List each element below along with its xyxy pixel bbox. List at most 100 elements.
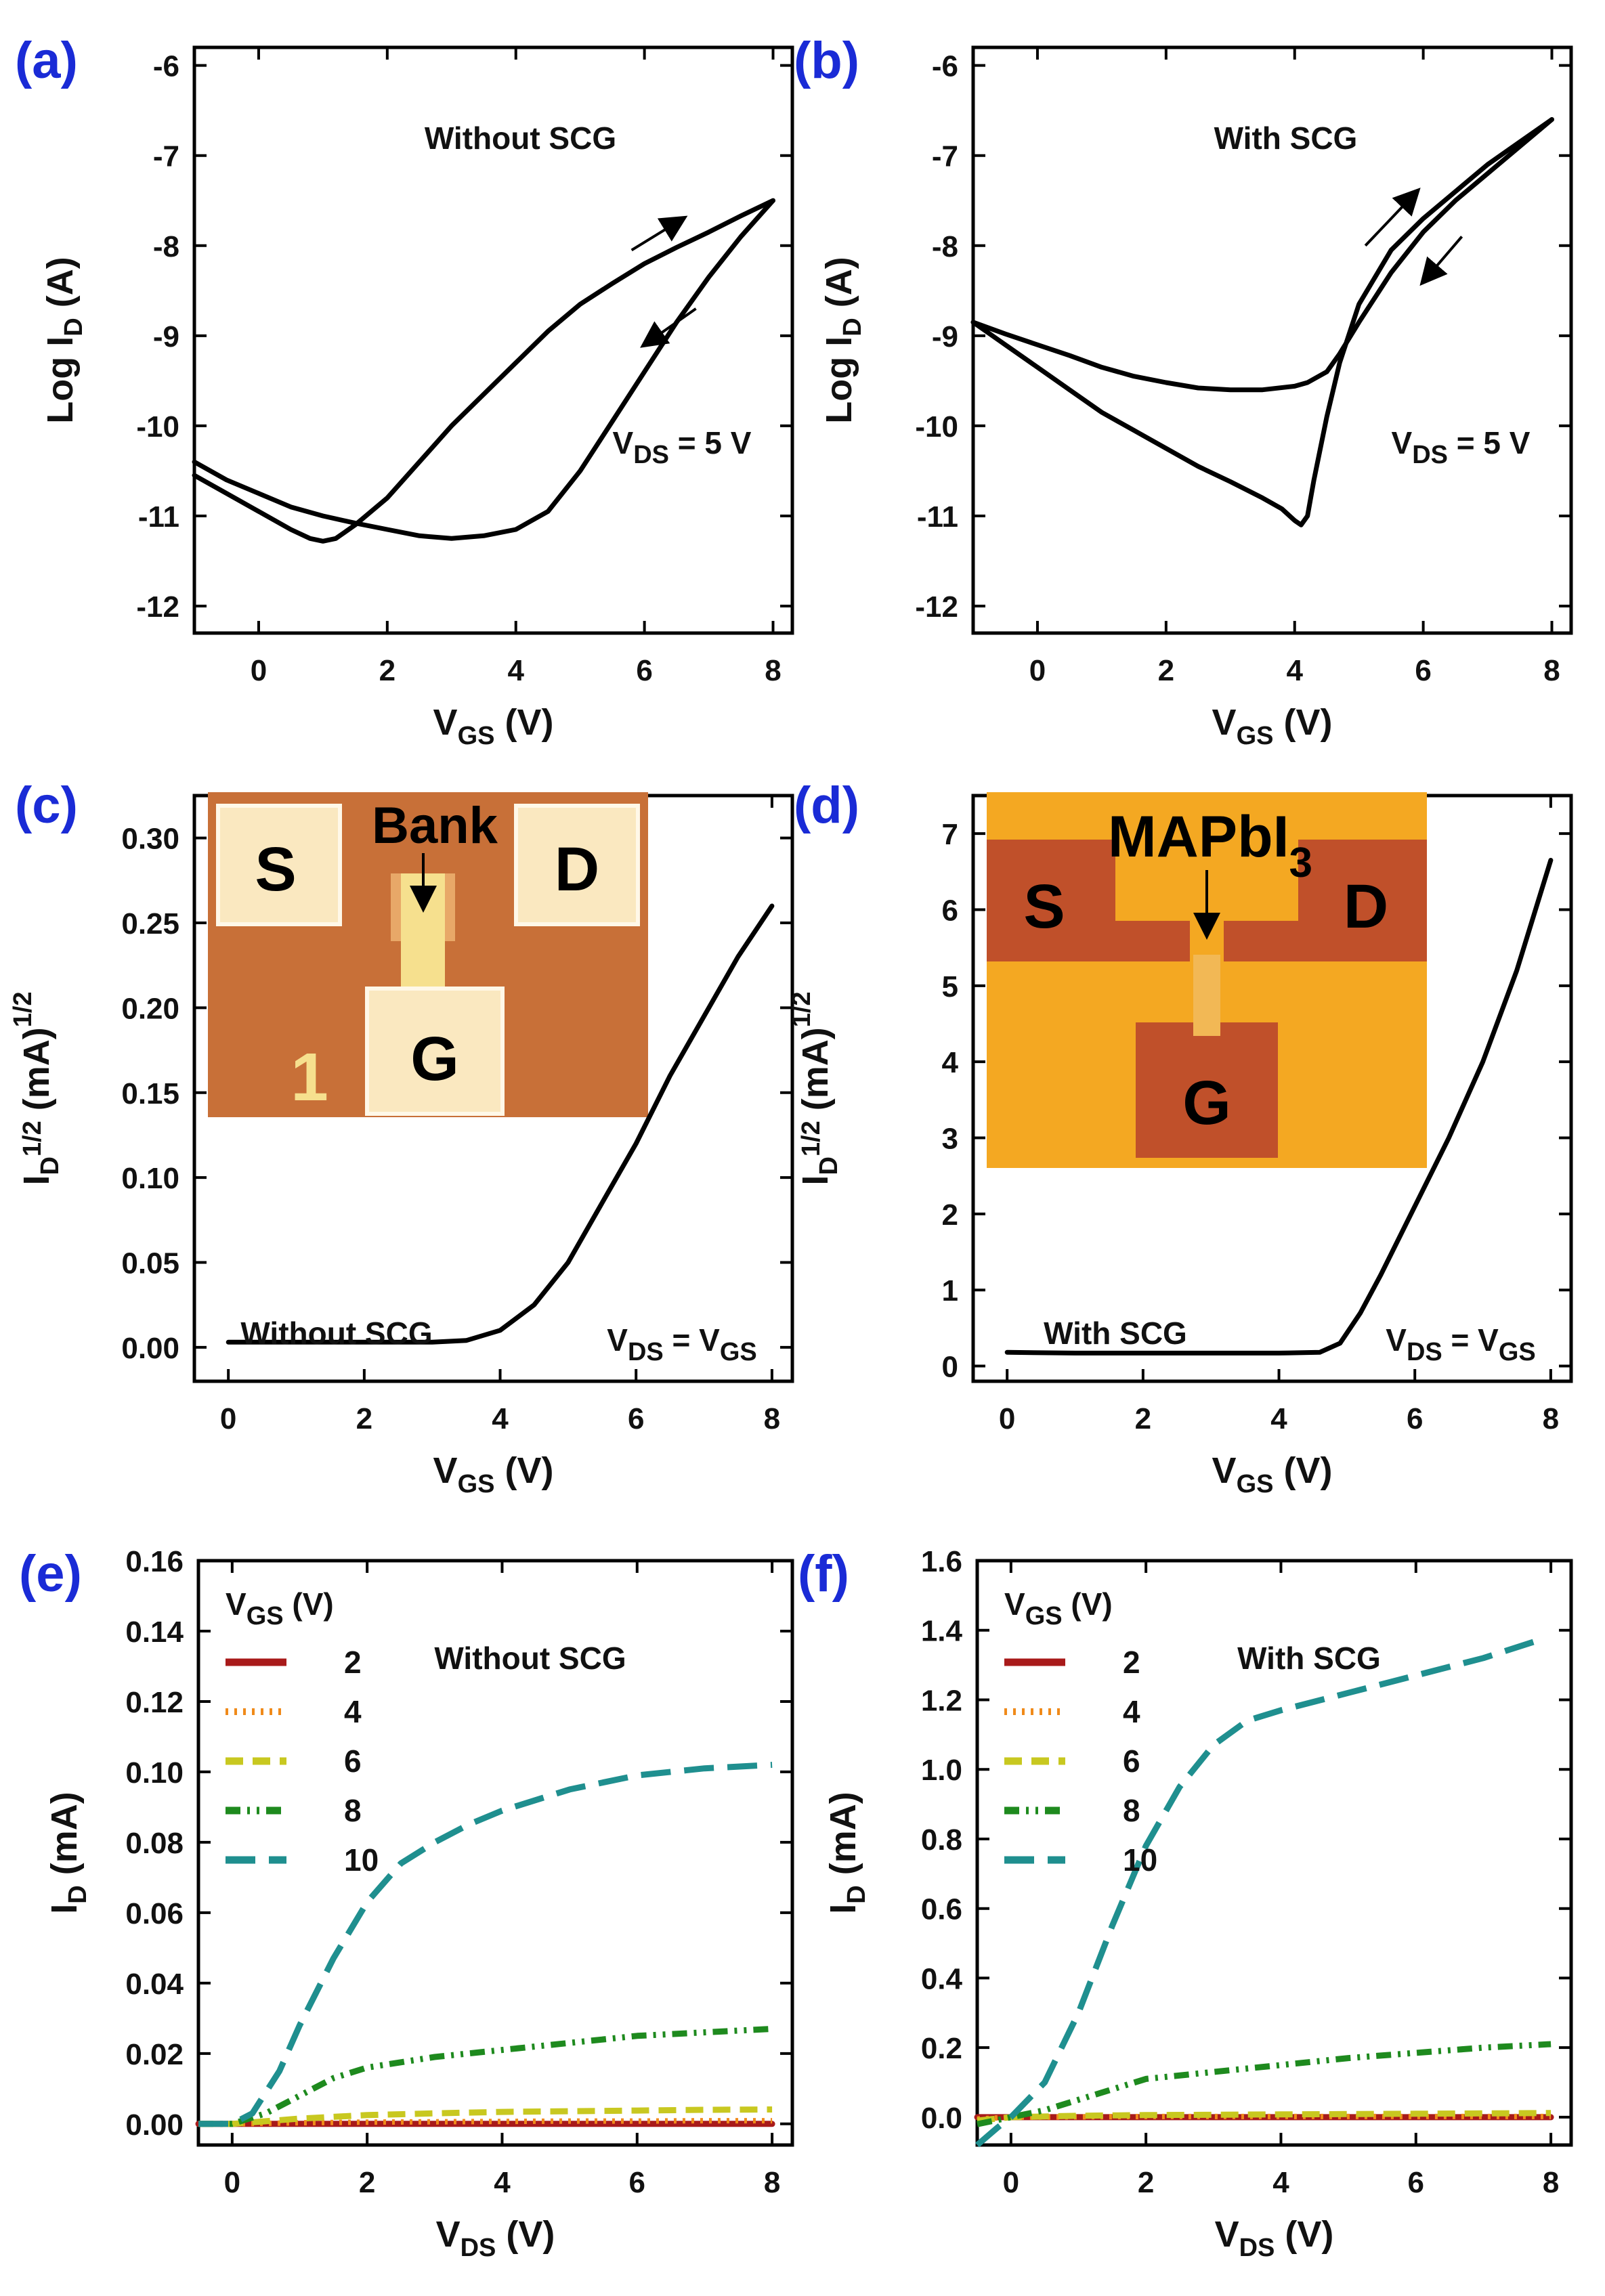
y-tick-label: 0 [942, 1351, 958, 1384]
inset-label-d: D [1344, 872, 1388, 941]
x-tick-label: 8 [765, 654, 781, 687]
y-tick-label: 1.2 [921, 1684, 962, 1717]
x-tick-label: 0 [1003, 2166, 1019, 2199]
x-tick-label: 4 [492, 1402, 509, 1435]
x-axis-label: VGS (V) [1212, 702, 1333, 750]
plot-frame [192, 45, 794, 635]
y-axis-label: ID (mA) [823, 1792, 871, 1913]
bias-condition: VDS = 5 V [1392, 425, 1531, 469]
x-tick-label: 0 [220, 1402, 236, 1435]
inset-label-g: G [410, 1024, 459, 1093]
y-tick-label: -12 [915, 590, 958, 624]
series-8 [977, 2041, 1551, 2127]
condition-annotation: With SCG [1044, 1316, 1187, 1351]
inset-label-mapbi3: MAPbI3 [1108, 804, 1312, 886]
y-tick-label: -10 [136, 410, 179, 443]
panel-a: 0 2 4 6 8 -12 -11 -10 -9 -8 -7 -6 VGS (V) Log ID (A) (… [15, 32, 794, 750]
inset-label-device-number: 1 [291, 1039, 328, 1115]
inset-label-bank: Bank [372, 797, 498, 854]
panel-label: (c) [15, 777, 78, 834]
panel-e: 0 2 4 6 8 0.00 0.02 0.04 0.06 0.08 0.10 0.12 0.14 0.1… [19, 1545, 794, 2262]
y-tick-label: 0.10 [121, 1162, 179, 1195]
x-axis-label: VGS (V) [433, 702, 554, 750]
x-axis-label: VGS (V) [1212, 1450, 1333, 1498]
y-tick-label: -7 [153, 140, 179, 173]
series-10 [198, 1762, 773, 2127]
y-tick-label: 0.06 [125, 1897, 184, 1930]
panel-f: 0 2 4 6 8 0.0 0.2 0.4 0.6 0.8 1.0 1.2 1.4 1.6 VDS (V) I… [798, 1545, 1573, 2262]
x-tick-label: 2 [1135, 1402, 1151, 1435]
y-tick-label: 1.6 [921, 1545, 962, 1578]
x-tick-label: 0 [251, 654, 267, 687]
y-tick-label: 0.05 [121, 1247, 179, 1280]
y-axis-label: ID1/2 (mA)1/2 [788, 991, 843, 1185]
x-tick-label: 2 [359, 2166, 375, 2199]
y-tick-label: 0.04 [125, 1968, 184, 2001]
panel-label: (b) [794, 32, 859, 89]
electrode-g [1136, 1022, 1278, 1158]
y-tick-label: -9 [932, 320, 958, 353]
x-tick-label: 0 [224, 2166, 240, 2199]
device-inset: S D G Bank 1 [208, 792, 648, 1117]
condition-annotation: Without SCG [240, 1316, 432, 1351]
x-tick-label: 2 [379, 654, 395, 687]
y-tick-label: -9 [153, 320, 179, 353]
y-axis-label: Log ID (A) [40, 257, 88, 423]
inset-label-d: D [555, 835, 599, 904]
bias-condition: VDS = 5 V [613, 425, 752, 469]
series-forward [970, 117, 1554, 527]
y-tick-label: 0.14 [125, 1616, 184, 1649]
y-tick-label: 5 [942, 970, 958, 1003]
y-tick-label: 0.6 [921, 1893, 962, 1926]
condition-annotation: With SCG [1214, 121, 1358, 156]
legend-label-6: 6 [344, 1743, 362, 1779]
legend-label-10: 10 [1123, 1842, 1157, 1878]
x-tick-label: 6 [628, 1402, 644, 1435]
panel-label: (f) [798, 1545, 849, 1603]
y-tick-label: 0.02 [125, 2038, 184, 2071]
y-tick-label: 0.12 [125, 1686, 184, 1719]
series-6 [198, 2106, 773, 2127]
y-tick-label: 6 [942, 894, 958, 928]
y-axis-label: ID1/2 (mA)1/2 [9, 991, 64, 1185]
plot-frame [196, 1559, 794, 2147]
legend-label-8: 8 [344, 1793, 362, 1828]
x-tick-label: 8 [764, 2166, 780, 2199]
legend-label-10: 10 [344, 1842, 379, 1878]
reverse-sweep-arrow [1419, 236, 1463, 286]
y-axis-label: ID (mA) [44, 1792, 92, 1913]
channel [1193, 955, 1220, 1036]
electrode-d [1224, 840, 1427, 961]
condition-annotation: With SCG [1237, 1641, 1381, 1676]
y-tick-label: 0.16 [125, 1545, 184, 1578]
y-tick-label: -12 [136, 590, 179, 624]
legend-label-4: 4 [344, 1694, 362, 1729]
forward-sweep-arrow [630, 215, 688, 252]
series-reverse [192, 198, 775, 541]
electrode-g [365, 987, 505, 1116]
y-tick-label: 1.4 [921, 1615, 963, 1648]
legend-label-6: 6 [1123, 1743, 1140, 1779]
legend-label-4: 4 [1123, 1694, 1140, 1729]
y-axis-label: Log ID (A) [819, 257, 867, 423]
plot-frame [975, 1559, 1573, 2147]
x-axis-label: VDS (V) [1215, 2214, 1334, 2262]
y-tick-label: -11 [138, 500, 179, 534]
inset-label-s: S [255, 835, 296, 904]
x-tick-label: 4 [1272, 2166, 1289, 2199]
y-tick-label: 0.20 [121, 992, 179, 1025]
y-tick-label: 0.08 [125, 1827, 184, 1860]
x-tick-label: 8 [1543, 654, 1560, 687]
y-tick-label: 7 [942, 818, 958, 851]
panel-c: 0 2 4 6 8 0.00 0.05 0.10 0.15 0.20 0.25 0.30 VGS (V)… [9, 777, 794, 1498]
bias-condition: VDS = VGS [607, 1322, 757, 1366]
x-tick-label: 0 [1029, 654, 1046, 687]
x-tick-label: 0 [999, 1402, 1015, 1435]
y-tick-label: 3 [942, 1123, 958, 1156]
y-tick-label: 0.2 [921, 2032, 962, 2065]
panel-label: (e) [19, 1545, 82, 1603]
x-tick-label: 6 [629, 2166, 645, 2199]
y-tick-label: 0.15 [121, 1077, 179, 1110]
y-tick-label: 0.00 [125, 2108, 184, 2142]
